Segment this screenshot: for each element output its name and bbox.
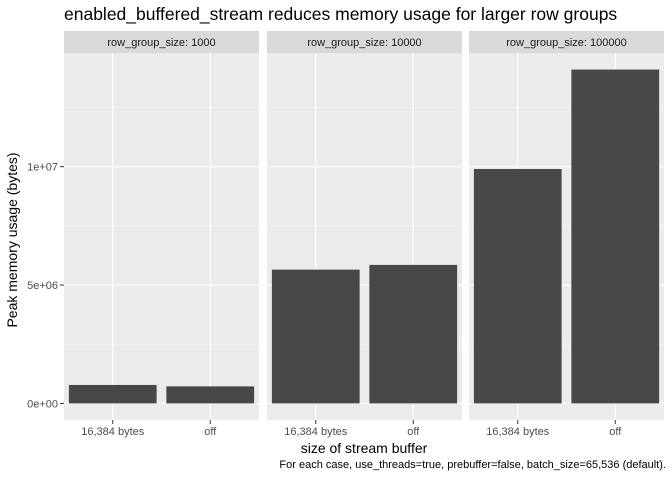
bar (369, 264, 458, 404)
facet-panel: row_group_size: 1000 16,384 bytes off (64, 31, 259, 438)
x-tick-label: off (609, 426, 622, 438)
bar (166, 386, 255, 404)
facet-strip (469, 31, 664, 53)
x-tick-label: off (407, 426, 420, 438)
y-tick-label: 5e+06 (27, 280, 58, 292)
x-tick-label: 16,384 bytes (81, 426, 144, 438)
x-axis-title: size of stream buffer (301, 440, 428, 456)
bar (271, 269, 360, 404)
x-tick-label: 16,384 bytes (486, 426, 549, 438)
y-tick-label: 0e+00 (27, 398, 58, 410)
facet-strip-label: row_group_size: 10000 (307, 37, 421, 49)
facet-strip (267, 31, 462, 53)
bar (473, 169, 562, 404)
x-tick-label: off (204, 426, 217, 438)
panel-background (64, 53, 259, 420)
bar (571, 69, 660, 404)
facet-strip-label: row_group_size: 1000 (107, 37, 215, 49)
facet-panel: row_group_size: 100000 16,384 bytes off (469, 31, 664, 438)
chart-title: enabled_buffered_stream reduces memory u… (64, 4, 618, 24)
x-tick-label: 16,384 bytes (284, 426, 347, 438)
facet-panel: row_group_size: 10000 16,384 bytes off (267, 31, 462, 438)
chart-caption: For each case, use_threads=true, prebuff… (279, 459, 666, 471)
facet-strip-label: row_group_size: 100000 (506, 37, 626, 49)
facet-strip (64, 31, 259, 53)
bar (68, 384, 157, 404)
y-tick-label: 1e+07 (27, 162, 58, 174)
y-axis-title: Peak memory usage (bytes) (4, 152, 20, 327)
y-axis: 0e+00 5e+06 1e+07 (27, 162, 64, 410)
